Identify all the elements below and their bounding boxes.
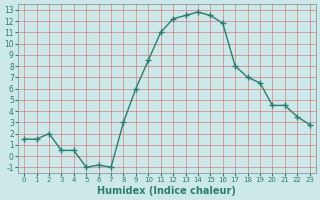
X-axis label: Humidex (Indice chaleur): Humidex (Indice chaleur) xyxy=(98,186,236,196)
